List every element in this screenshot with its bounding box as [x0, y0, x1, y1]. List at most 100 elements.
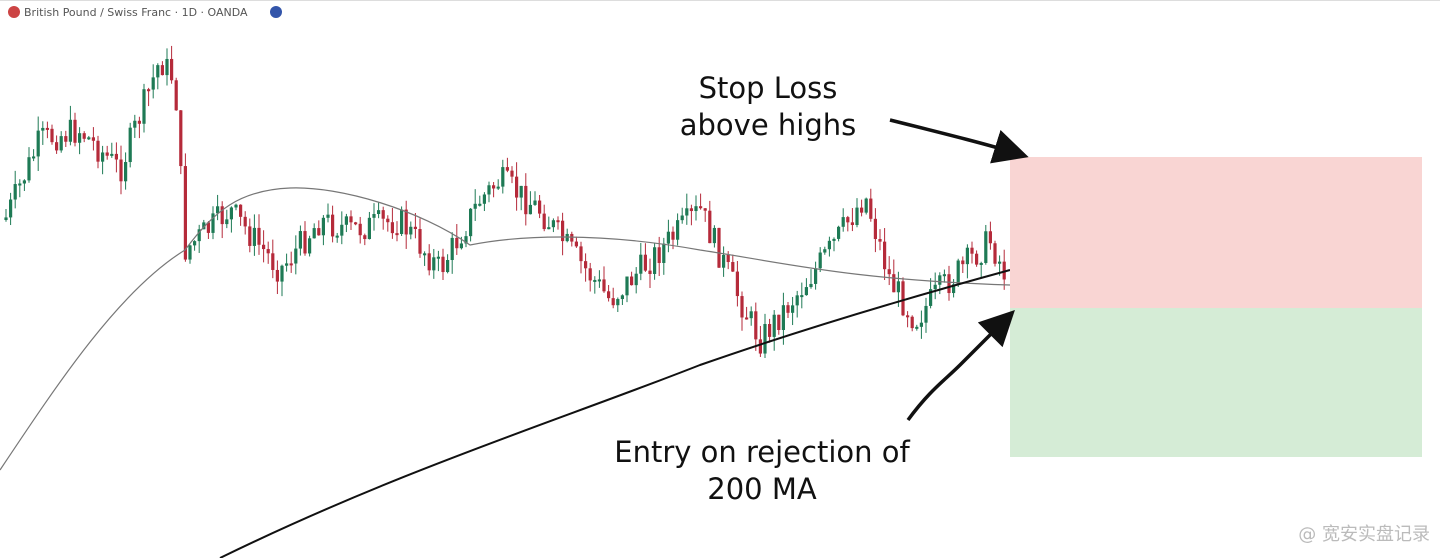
candle-body	[68, 119, 72, 142]
candle-body	[942, 274, 946, 277]
candle-body	[377, 210, 381, 215]
candle-body	[547, 227, 551, 230]
candle-body	[837, 226, 841, 239]
candle-body	[809, 283, 813, 288]
candle-body	[726, 254, 730, 263]
candle-body	[883, 241, 887, 270]
candle-body	[252, 227, 256, 246]
candle-body	[464, 236, 468, 244]
candle-body	[404, 209, 408, 235]
candle-body	[915, 326, 919, 329]
symbol-title: British Pound / Swiss Franc · 1D · OANDA	[24, 6, 248, 19]
candle-body	[542, 213, 546, 230]
candle-body	[975, 253, 979, 265]
candle-body	[648, 270, 652, 274]
candle-body	[1002, 261, 1006, 280]
candle-body	[933, 284, 937, 290]
candle-body	[680, 215, 684, 221]
candle-body	[814, 268, 818, 284]
candle-body	[73, 119, 77, 143]
candle-body	[326, 214, 330, 218]
candle-body	[128, 127, 132, 163]
candle-body	[358, 223, 362, 236]
candle-body	[271, 253, 275, 270]
candle-body	[860, 207, 864, 213]
candle-body	[850, 222, 854, 226]
candle-body	[731, 262, 735, 272]
candle-body	[22, 180, 26, 184]
candle-body	[827, 240, 831, 250]
annotation-text: Entry on rejection of	[614, 435, 910, 469]
candle-body	[331, 214, 335, 237]
candle-body	[372, 214, 376, 218]
candle-body	[105, 152, 109, 156]
candle-body	[887, 269, 891, 275]
candle-body	[455, 237, 459, 249]
candle-body	[768, 324, 772, 337]
candle-body	[988, 231, 992, 244]
watermark: @ 宽安实盘记录	[1298, 524, 1430, 545]
candle-body	[763, 324, 767, 354]
candle-body	[965, 247, 969, 265]
candle-body	[487, 185, 491, 195]
candle-body	[754, 311, 758, 340]
candle-body	[206, 222, 210, 233]
candle-body	[998, 261, 1002, 264]
candle-body	[505, 167, 509, 171]
candle-body	[188, 245, 192, 260]
candle-body	[193, 241, 197, 246]
candle-body	[758, 339, 762, 354]
candle-body	[174, 80, 178, 111]
candle-body	[841, 217, 845, 227]
candle-body	[133, 120, 137, 128]
candle-body	[142, 89, 146, 124]
candle-body	[878, 239, 882, 242]
candle-body	[676, 220, 680, 240]
candle-body	[160, 65, 164, 76]
candle-body	[620, 295, 624, 300]
candle-body	[510, 170, 514, 177]
candle-body	[234, 204, 238, 208]
candle-body	[349, 216, 353, 223]
candle-body	[694, 206, 698, 212]
candle-body	[225, 219, 229, 225]
candle-body	[597, 279, 601, 282]
candle-body	[418, 229, 422, 254]
candle-body	[570, 233, 574, 242]
candle-body	[869, 198, 873, 219]
entry-arrow	[906, 310, 1015, 422]
candle-body	[952, 284, 956, 294]
candle-body	[804, 287, 808, 296]
candle-body	[657, 247, 661, 263]
candle-body	[229, 207, 233, 220]
candle-body	[846, 217, 850, 223]
candle-body	[257, 227, 261, 245]
candle-body	[896, 281, 900, 293]
candle-body	[211, 213, 215, 233]
candle-body	[722, 254, 726, 268]
candle-body	[450, 237, 454, 261]
candle-body	[602, 279, 606, 292]
candle-body	[280, 265, 284, 282]
candle-body	[588, 268, 592, 281]
candle-body	[671, 231, 675, 240]
candle-body	[183, 166, 187, 260]
candle-body	[947, 274, 951, 294]
candle-body	[137, 120, 141, 124]
take-profit-zone	[1010, 308, 1422, 457]
candle-body	[745, 317, 749, 320]
candle-body	[772, 314, 776, 337]
candle-body	[970, 247, 974, 254]
candle-body	[59, 136, 63, 151]
candle-body	[87, 137, 91, 140]
candle-body	[515, 176, 519, 198]
candle-body	[285, 263, 289, 266]
candle-body	[956, 260, 960, 285]
candle-body	[473, 203, 477, 209]
candle-body	[78, 133, 82, 143]
annotation-text: Stop Loss	[699, 71, 838, 105]
candle-body	[427, 253, 431, 271]
candle-body	[298, 231, 302, 249]
candle-body	[413, 226, 417, 230]
candle-body	[82, 133, 86, 139]
